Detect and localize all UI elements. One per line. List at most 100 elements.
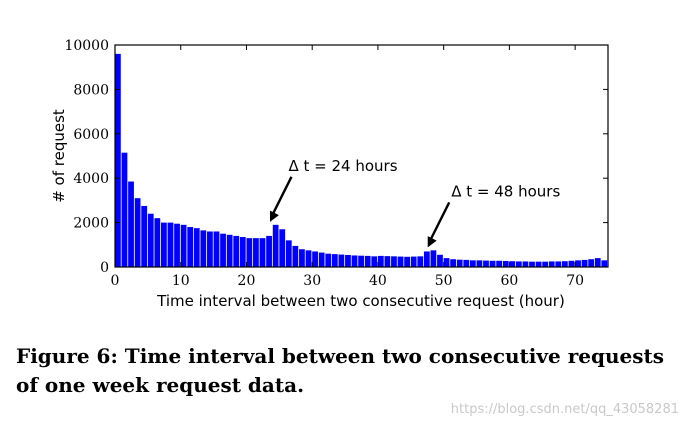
bar <box>233 235 240 267</box>
bar <box>489 260 496 267</box>
bar <box>476 260 483 267</box>
y-ticks: 0 2000 4000 6000 8000 10000 <box>64 38 608 276</box>
annotation-label: Δ t = 48 hours <box>451 182 560 200</box>
plot-frame <box>114 44 609 268</box>
bar <box>279 229 286 267</box>
bar <box>325 253 332 267</box>
bar <box>575 260 581 267</box>
y-tick-label: 10000 <box>64 38 109 54</box>
bar <box>253 238 259 267</box>
bar <box>469 260 476 267</box>
bar <box>555 261 562 267</box>
bar <box>371 256 378 267</box>
x-tick-label: 50 <box>435 273 453 289</box>
bar <box>331 254 338 267</box>
bar <box>285 240 292 267</box>
bar <box>207 231 213 267</box>
bar <box>496 260 503 267</box>
bar <box>239 237 246 267</box>
y-tick-label: 0 <box>100 260 109 276</box>
bar <box>535 261 542 267</box>
bar <box>515 261 522 267</box>
bar <box>509 261 516 267</box>
x-tick-label: 60 <box>500 273 518 289</box>
bar <box>548 261 555 267</box>
bar <box>594 258 601 267</box>
x-ticks: 0 10 20 30 40 50 60 70 <box>111 45 584 289</box>
watermark: https://blog.csdn.net/qq_43058281 <box>450 402 679 417</box>
bar <box>167 222 174 267</box>
bars-group <box>115 53 608 267</box>
bar <box>187 227 194 267</box>
bar <box>443 258 450 267</box>
bar <box>154 218 161 267</box>
annotation-arrow-shaft <box>428 201 451 243</box>
bar <box>246 238 253 267</box>
bar <box>522 261 529 267</box>
bar <box>115 53 121 267</box>
annotation-arrow-head <box>427 236 437 248</box>
bar <box>305 250 312 267</box>
bar <box>272 224 279 267</box>
x-tick-label: 20 <box>238 273 256 289</box>
bar <box>358 255 364 267</box>
y-tick-label: 8000 <box>73 82 109 98</box>
bar <box>193 228 200 267</box>
bar <box>226 234 233 267</box>
bar <box>220 233 226 267</box>
bar <box>391 256 397 267</box>
bar <box>174 223 180 267</box>
annotation-arrow-head <box>269 210 279 222</box>
bar <box>601 260 608 267</box>
bar <box>450 259 457 267</box>
bar <box>121 152 128 267</box>
bar <box>134 198 141 267</box>
bar <box>312 251 318 267</box>
bar <box>292 245 299 267</box>
bar <box>200 230 207 267</box>
bar <box>410 256 417 267</box>
bar <box>417 256 424 267</box>
figure-caption: Figure 6: Time interval between two cons… <box>16 344 664 397</box>
bar <box>588 259 595 267</box>
bar <box>463 259 470 267</box>
annotation-label: Δ t = 24 hours <box>288 157 397 175</box>
bar <box>384 256 391 267</box>
bar <box>502 261 509 267</box>
bar <box>299 249 305 267</box>
bar <box>430 250 437 267</box>
bar <box>345 255 351 267</box>
bar <box>338 254 345 267</box>
x-axis-label: Time interval between two consecutive re… <box>156 292 565 310</box>
bar <box>529 261 535 267</box>
bar <box>561 261 568 267</box>
annotation-arrow-shaft <box>270 176 293 218</box>
bar <box>568 260 575 267</box>
histogram-chart: 0 2000 4000 6000 8000 10000 0 10 20 30 40 50 60 70 T… <box>50 38 609 310</box>
bar <box>542 261 549 267</box>
bar <box>259 238 266 267</box>
bar <box>456 259 463 267</box>
bar <box>161 222 167 267</box>
bar <box>180 224 187 267</box>
bar <box>266 235 272 267</box>
x-tick-label: 10 <box>172 273 190 289</box>
bar <box>423 251 430 267</box>
y-tick-label: 2000 <box>73 216 109 232</box>
bar <box>128 181 134 267</box>
x-tick-label: 40 <box>369 273 387 289</box>
x-tick-label: 0 <box>111 273 120 289</box>
bar <box>404 256 410 267</box>
bar <box>397 256 404 267</box>
bar <box>437 254 443 267</box>
x-tick-label: 70 <box>566 273 584 289</box>
x-tick-label: 30 <box>303 273 321 289</box>
bar <box>351 255 358 267</box>
y-tick-label: 6000 <box>73 127 109 143</box>
annotations: Δ t = 24 hours Δ t = 48 hours <box>269 157 560 248</box>
bar <box>318 252 325 267</box>
bar <box>213 231 220 267</box>
bar <box>377 255 384 267</box>
bar <box>147 213 154 267</box>
y-axis-label: # of request <box>50 109 68 203</box>
